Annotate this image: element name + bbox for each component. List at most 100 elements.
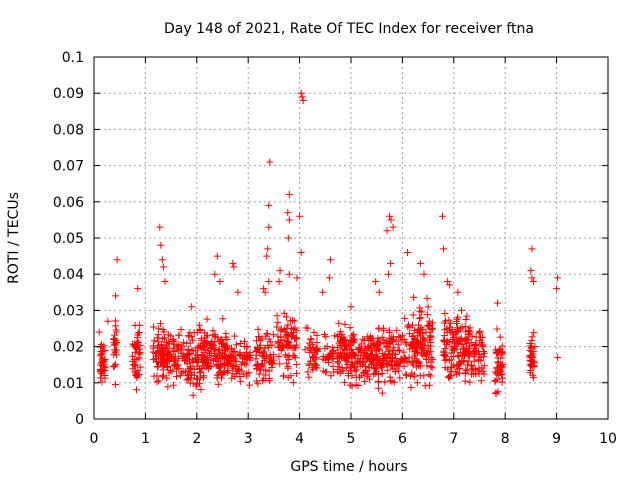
data-point [129, 357, 137, 365]
data-point [257, 341, 265, 349]
data-point [223, 336, 231, 344]
data-point [153, 334, 161, 342]
data-point [228, 347, 236, 355]
data-point [390, 378, 398, 386]
data-point [338, 345, 346, 353]
data-point [313, 331, 321, 339]
data-point [389, 337, 397, 345]
data-point [326, 256, 334, 264]
data-point [528, 333, 536, 341]
data-point [450, 361, 458, 369]
data-point [378, 370, 386, 378]
data-point [455, 364, 463, 372]
data-point [530, 329, 538, 337]
data-point [341, 336, 349, 344]
data-point [361, 349, 369, 357]
data-point [239, 355, 247, 363]
data-point [265, 335, 273, 343]
data-point [405, 321, 413, 329]
data-point [427, 333, 435, 341]
data-point [185, 357, 193, 365]
data-point [132, 371, 140, 379]
data-point [255, 333, 263, 341]
x-tick-labels: 0 1 2 3 4 5 6 7 8 9 10 [90, 431, 617, 447]
data-point [157, 342, 165, 350]
x-tick-label: 5 [347, 431, 356, 447]
data-point [329, 362, 337, 370]
data-point [313, 338, 321, 346]
data-point [422, 328, 430, 336]
data-point [190, 371, 198, 379]
data-point [363, 367, 371, 375]
data-point [273, 312, 281, 320]
x-tick-label: 8 [501, 431, 510, 447]
data-point [465, 350, 473, 358]
data-point [337, 342, 345, 350]
data-point [278, 344, 286, 352]
data-point [321, 356, 329, 364]
data-point [200, 374, 208, 382]
data-point [467, 339, 475, 347]
data-point [263, 330, 271, 338]
data-point [135, 329, 143, 337]
data-point [387, 259, 395, 267]
data-point [180, 339, 188, 347]
data-point [156, 223, 164, 231]
y-tick-label: 0.05 [53, 231, 84, 247]
data-point [355, 358, 363, 366]
data-point [181, 355, 189, 363]
data-point [164, 362, 172, 370]
data-point [402, 355, 410, 363]
data-point [175, 331, 183, 339]
data-point [305, 360, 313, 368]
data-point [159, 351, 167, 359]
data-point [285, 216, 293, 224]
data-point [405, 353, 413, 361]
data-point [228, 374, 236, 382]
data-point [252, 355, 260, 363]
data-point [154, 377, 162, 385]
x-tick-label: 1 [141, 431, 150, 447]
data-point [478, 343, 486, 351]
data-point [215, 369, 223, 377]
data-point [282, 341, 290, 349]
data-point [224, 345, 232, 353]
data-point [424, 321, 432, 329]
data-point [386, 373, 394, 381]
data-point [387, 216, 395, 224]
data-point [170, 348, 178, 356]
data-point [394, 346, 402, 354]
data-point [341, 378, 349, 386]
data-point [202, 363, 210, 371]
data-point [134, 285, 142, 293]
data-point [170, 381, 178, 389]
data-point [383, 342, 391, 350]
data-point [265, 374, 273, 382]
data-point [215, 347, 223, 355]
data-point [425, 317, 433, 325]
data-point [410, 293, 418, 301]
data-point [429, 356, 437, 364]
data-point [453, 328, 461, 336]
data-point [447, 319, 455, 327]
data-point [260, 348, 268, 356]
data-point [338, 364, 346, 372]
data-point [554, 274, 562, 282]
data-point [96, 352, 104, 360]
data-point [416, 329, 424, 337]
data-point [416, 307, 424, 315]
data-point [529, 357, 537, 365]
data-point [287, 372, 295, 380]
data-point [368, 352, 376, 360]
data-point [370, 339, 378, 347]
data-point [319, 352, 327, 360]
data-point [242, 354, 250, 362]
data-point [159, 335, 167, 343]
x-tick-label: 2 [192, 431, 201, 447]
data-point [454, 288, 462, 296]
data-point [165, 340, 173, 348]
data-point [152, 349, 160, 357]
data-point [195, 321, 203, 329]
data-point [133, 334, 141, 342]
